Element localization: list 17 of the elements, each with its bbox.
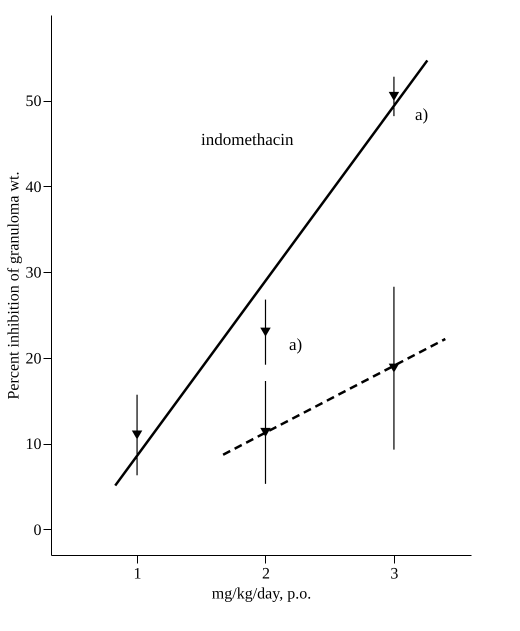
annotation: a) (415, 105, 428, 124)
x-tick-label: 3 (390, 566, 398, 582)
point (388, 92, 400, 101)
annotation: a) (289, 335, 302, 354)
y-tick-label: 0 (34, 522, 42, 539)
y-tick-label: 30 (26, 264, 42, 282)
y-tick-label: 40 (26, 178, 42, 196)
point (260, 328, 271, 337)
y-axis-title: Percent inhibition of granuloma wt. (6, 172, 22, 400)
x-tick-label: 1 (134, 566, 142, 582)
y-tick-label: 50 (26, 93, 42, 110)
point (132, 430, 142, 440)
annotation: indomethacin (201, 130, 294, 149)
y-tick-label: 10 (26, 436, 42, 454)
y-tick-label: 20 (26, 350, 42, 368)
x-axis-title: mg/kg/day, p.o. (212, 586, 312, 602)
x-tick-label: 2 (262, 566, 270, 582)
